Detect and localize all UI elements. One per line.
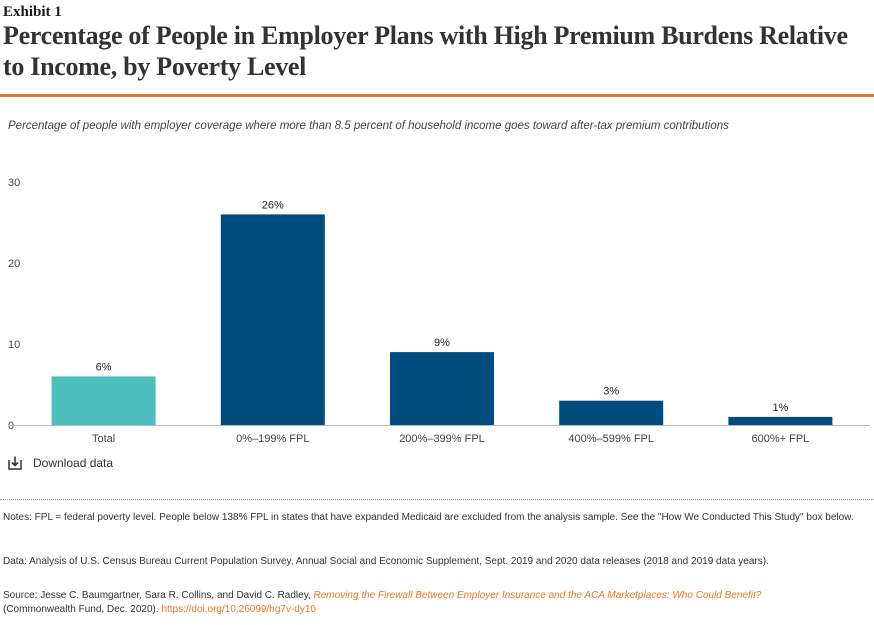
source-suffix: (Commonwealth Fund, Dec. 2020). [3, 604, 159, 615]
y-tick-label: 10 [8, 339, 20, 351]
bar-data-label: 3% [603, 386, 619, 398]
source-prefix: Source: Jesse C. Baumgartner, Sara R. Co… [3, 590, 311, 601]
title-rule [0, 94, 874, 97]
x-tick-label: 0%–199% FPL [236, 433, 309, 445]
notes-divider [0, 499, 874, 500]
bar-data-label: 1% [772, 402, 788, 414]
bar [390, 352, 494, 425]
y-tick-label: 20 [8, 258, 20, 270]
bar-data-label: 9% [434, 337, 450, 349]
bar [220, 214, 325, 425]
download-icon [8, 456, 22, 470]
x-tick-label: Total [92, 433, 115, 445]
source-doi-link[interactable]: https://doi.org/10.26099/hg7v-dy10 [161, 604, 316, 615]
download-data-button[interactable]: Download data [7, 455, 113, 471]
bar [559, 400, 664, 425]
bar-data-label: 26% [262, 199, 284, 211]
source-title-link[interactable]: Removing the Firewall Between Employer I… [313, 590, 762, 601]
bar [728, 416, 833, 425]
y-tick-label: 30 [8, 177, 20, 189]
exhibit-label: Exhibit 1 [3, 4, 62, 20]
source-citation: Source: Jesse C. Baumgartner, Sara R. Co… [3, 589, 869, 617]
download-data-label: Download data [33, 456, 114, 470]
x-tick-label: 400%–599% FPL [568, 433, 654, 445]
x-tick-label: 200%–399% FPL [399, 433, 485, 445]
bar-data-label: 6% [96, 361, 112, 373]
data-source-text: Data: Analysis of U.S. Census Bureau Cur… [3, 556, 769, 567]
chart-title: Percentage of People in Employer Plans w… [3, 21, 848, 81]
bar [51, 376, 156, 425]
notes-text: Notes: FPL = federal poverty level. Peop… [3, 512, 854, 523]
x-tick-label: 600%+ FPL [752, 433, 810, 445]
chart-subtitle: Percentage of people with employer cover… [8, 120, 729, 132]
